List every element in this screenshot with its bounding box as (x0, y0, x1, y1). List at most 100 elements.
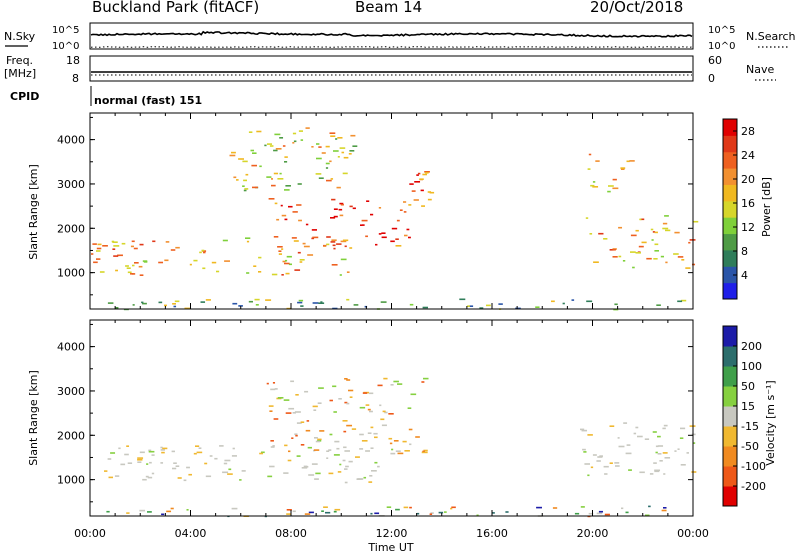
echo-cell (139, 509, 146, 512)
echo-cell (266, 176, 272, 178)
echo-cell (302, 242, 306, 245)
echo-cell (277, 397, 284, 399)
echo-cell (468, 305, 474, 307)
echo-cell (292, 142, 295, 144)
echo-cell (584, 463, 591, 465)
freq-panel: Freq. [MHz] 18 8 60 0 Nave (4, 54, 776, 85)
x-tick-label: 00:00 (74, 527, 106, 540)
nave-tick-top: 60 (708, 54, 722, 67)
echo-cell (130, 245, 134, 248)
echo-cell (562, 302, 565, 305)
echo-cell (239, 479, 242, 481)
echo-cell (311, 463, 318, 465)
echo-cell (388, 437, 393, 440)
time-x-ticks: 00:00 04:00 08:00 12:00 16:00 20:00 00:00 (74, 527, 709, 540)
echo-cell (331, 239, 337, 241)
echo-cell (196, 451, 203, 454)
echo-cell (297, 183, 302, 185)
cpid-mode: normal (fast) 151 (94, 94, 202, 107)
echo-cell (223, 462, 228, 465)
echo-cell (305, 223, 309, 226)
echo-cell (626, 444, 631, 446)
echo-cell (377, 465, 380, 468)
echo-cell (199, 251, 202, 254)
echo-cell (336, 243, 342, 245)
echo-cell (288, 205, 293, 208)
echo-region (409, 171, 435, 207)
echo-cell (630, 234, 637, 237)
echo-cell (115, 307, 119, 309)
echo-cell (535, 306, 540, 308)
echo-cell (325, 511, 331, 514)
echo-cell (598, 510, 604, 513)
echo-cell (429, 513, 433, 515)
echo-cell (650, 228, 654, 231)
power-ylabel: Slant Range [km] (27, 164, 40, 260)
echo-cell (348, 389, 354, 392)
echo-cell (664, 457, 671, 459)
y-tick-label: 2000 (57, 222, 85, 235)
echo-cell (256, 130, 262, 133)
echo-cell (336, 186, 341, 189)
echo-cell (315, 440, 320, 443)
echo-cell (106, 510, 110, 513)
echo-cell (271, 273, 278, 276)
echo-cell (688, 241, 691, 244)
echo-cell (183, 479, 187, 482)
power-panel: 1000 2000 3000 4000 Slant Range [km] 4 8 12 16… (27, 112, 773, 311)
echo-cell (370, 512, 373, 515)
echo-cell (339, 214, 344, 217)
echo-cell (657, 453, 662, 455)
echo-cell (365, 404, 370, 406)
echo-cell (325, 162, 330, 165)
station-title: Buckland Park (fitACF) (92, 0, 260, 16)
echo-cell (346, 298, 350, 301)
echo-cell (326, 236, 331, 238)
echo-cell (640, 218, 645, 221)
echo-cell (145, 475, 149, 478)
echo-cell (312, 302, 319, 304)
echo-cell (686, 452, 689, 454)
echo-cell (604, 473, 608, 475)
echo-cell (175, 246, 180, 249)
echo-cell (390, 384, 394, 386)
echo-cell (339, 274, 342, 276)
echo-cell (307, 254, 314, 256)
echo-cell (287, 459, 292, 462)
echo-cell (113, 245, 120, 247)
echo-cell (623, 422, 628, 424)
echo-cell (96, 258, 101, 260)
echo-cell (118, 447, 121, 450)
echo-cell (238, 305, 243, 307)
echo-cell (292, 132, 297, 135)
echo-cell (498, 303, 503, 305)
echo-cell (589, 233, 593, 235)
noise-tick-top-right: 10^5 (708, 25, 735, 36)
echo-cell (592, 186, 599, 188)
echo-cell (280, 204, 283, 207)
echo-cell (288, 450, 291, 453)
echo-cell (112, 241, 118, 243)
power-panel-frame (89, 112, 694, 310)
echo-cell (228, 468, 232, 471)
echo-cell (652, 231, 656, 233)
freq-panel-frame (89, 55, 694, 82)
echo-cell (459, 298, 466, 301)
power-colorbar: 4 8 12 16 20 24 28 (722, 118, 755, 300)
echo-cell (365, 450, 371, 452)
velocity-echo-cells (104, 377, 697, 518)
velocity-y-ticks: 1000 2000 3000 4000 (57, 320, 694, 516)
echo-cell (188, 473, 192, 476)
echo-cell (295, 434, 298, 437)
echo-cell (664, 215, 669, 217)
echo-cell (211, 261, 217, 264)
echo-cell (125, 265, 129, 267)
echo-cell (423, 377, 429, 380)
echo-cell (149, 461, 152, 464)
echo-cell (359, 406, 366, 409)
echo-cell (320, 301, 323, 303)
echo-cell (339, 147, 346, 149)
echo-cell (165, 241, 170, 243)
echo-cell (422, 306, 429, 309)
y-tick-label: 2000 (57, 429, 85, 442)
